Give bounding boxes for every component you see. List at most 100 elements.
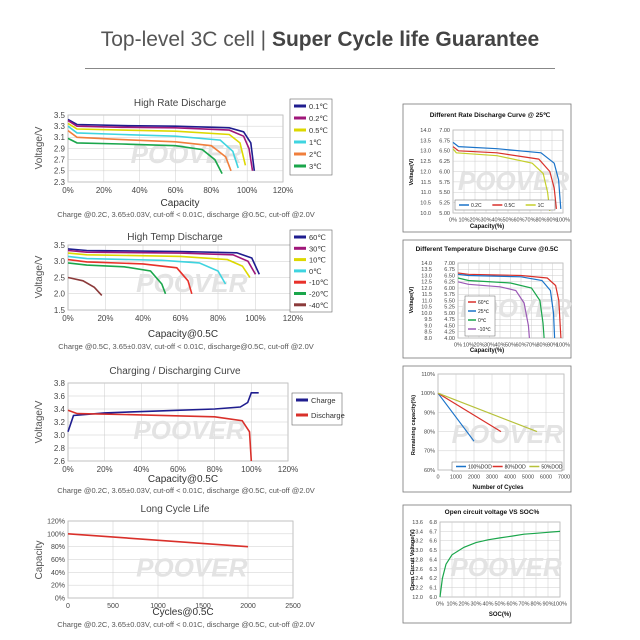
y-axis-label: Remaining capacity(%) <box>411 395 417 455</box>
y-tick-label: 5.50 <box>444 298 455 304</box>
y2-tick-label: 11.0 <box>422 298 432 304</box>
chart-title: Charging / Discharging Curve <box>109 366 241 377</box>
x-axis-label: Capacity <box>161 198 200 209</box>
series-line <box>437 392 538 433</box>
legend-frame <box>291 392 343 426</box>
y-tick-label: 3.1 <box>54 133 66 142</box>
y-tick-label: 110% <box>421 372 435 378</box>
series-line <box>67 249 257 275</box>
x-axis-label: Cycles@0.5C <box>152 607 213 618</box>
y2-tick-label: 12.5 <box>421 280 432 286</box>
chart-title: Different Temperature Discharge Curve @0… <box>416 246 559 253</box>
y2-tick-label: 12.0 <box>420 169 431 175</box>
y-tick-label: 4.50 <box>444 323 455 329</box>
series-line <box>67 122 247 166</box>
y2-tick-label: 13.0 <box>412 548 423 554</box>
y-tick-label: 4.75 <box>444 317 455 323</box>
y-tick-label: 3.3 <box>54 122 66 131</box>
y-axis-label: Voltage(V) <box>409 286 415 313</box>
y-tick-label: 2.8 <box>54 444 66 453</box>
x-tick-label: 2000 <box>240 603 256 610</box>
series-line <box>67 255 227 285</box>
x-tick-label: 20% <box>473 343 484 349</box>
y-tick-label: 20% <box>51 583 65 590</box>
x-tick-label: 120% <box>278 465 298 474</box>
y-tick-label: 6.75 <box>439 138 450 144</box>
series-line <box>67 409 253 462</box>
x-tick-label: 0% <box>449 218 457 224</box>
x-tick-label: 40% <box>133 465 149 474</box>
x-tick-label: 60% <box>167 186 183 195</box>
series-line <box>67 276 103 296</box>
y-tick-label: 5.00 <box>444 311 455 317</box>
y-tick-label: 6.5 <box>429 548 437 554</box>
x-tick-label: 80% <box>207 465 223 474</box>
legend-label: 50%DOD <box>541 465 563 471</box>
legend-label: 0℃ <box>478 318 487 324</box>
x-tick-label: 0% <box>454 343 462 349</box>
y-tick-label: 1.5 <box>54 306 66 315</box>
series-line <box>67 119 254 171</box>
series-line <box>452 141 562 209</box>
y-tick-label: 4.00 <box>444 336 455 342</box>
legend-label: 1C <box>538 203 545 209</box>
y2-tick-label: 8.0 <box>424 336 432 342</box>
x-tick-label: 60% <box>170 465 186 474</box>
y-tick-label: 6.4 <box>429 557 437 563</box>
chart-c6: POOVER7.006.756.506.256.005.755.505.255.… <box>402 239 572 359</box>
y-tick-label: 80% <box>51 544 65 551</box>
y2-tick-label: 12.4 <box>412 576 423 582</box>
x-tick-label: 0% <box>62 314 74 323</box>
series-line <box>67 252 251 278</box>
x-tick-label: 100% <box>241 465 261 474</box>
y-tick-label: 70% <box>424 449 435 455</box>
series-line <box>67 137 223 174</box>
chart-title: Different Rate Discharge Curve @ 25℃ <box>430 111 551 119</box>
y-tick-label: 6.00 <box>439 169 450 175</box>
y2-tick-label: 12.0 <box>412 595 423 601</box>
series-line <box>437 392 502 433</box>
y-tick-label: 2.5 <box>54 273 66 282</box>
y-tick-label: 6.7 <box>429 529 437 535</box>
y-axis-label: Voltage/V <box>34 126 45 169</box>
x-tick-label: 80% <box>536 343 547 349</box>
y-tick-label: 90% <box>424 410 435 416</box>
x-tick-label: 7000 <box>558 475 570 481</box>
x-tick-label: 30% <box>484 343 495 349</box>
legend-frame <box>289 98 333 176</box>
y-tick-label: 0% <box>55 595 65 602</box>
watermark-text: POOVER <box>450 552 561 582</box>
x-tick-label: 100% <box>245 314 265 323</box>
legend: 60℃ 25℃ 0℃ -10℃ <box>464 295 496 337</box>
y-tick-label: 5.25 <box>439 201 450 207</box>
x-tick-label: 120% <box>283 314 303 323</box>
y2-tick-label: 13.4 <box>412 529 423 535</box>
legend-label: 80%DOD <box>505 465 527 471</box>
x-axis-label: SOC(%) <box>489 612 511 618</box>
chart-note: Charge @0.5C, 3.65±0.03V, cut-off < 0.01… <box>58 342 314 351</box>
x-tick-label: 0 <box>436 475 439 481</box>
legend-label: 0.2C <box>471 203 482 209</box>
series-line <box>67 262 167 295</box>
y-tick-label: 80% <box>424 430 435 436</box>
x-tick-label: 6000 <box>540 475 552 481</box>
series-line <box>457 273 556 339</box>
y2-tick-label: 13.5 <box>420 138 431 144</box>
x-tick-label: 1500 <box>195 603 211 610</box>
x-tick-label: 10% <box>446 602 457 608</box>
series-line <box>457 277 545 339</box>
y2-tick-label: 9.5 <box>424 317 432 323</box>
x-tick-label: 4000 <box>504 475 516 481</box>
legend-label: 0℃ <box>309 267 322 276</box>
chart-c7: POOVER 110% 100% 90% 80% 70% 60%0 1000 2000 3000 4… <box>402 365 572 493</box>
y2-tick-label: 13.5 <box>421 267 432 273</box>
y2-tick-label: 11.0 <box>421 190 431 196</box>
legend-label: 3℃ <box>309 162 322 171</box>
series-line <box>452 146 557 209</box>
x-tick-label: 80% <box>203 186 219 195</box>
legend-label: 0.5℃ <box>309 126 328 135</box>
series-line <box>439 530 561 598</box>
y-tick-label: 6.00 <box>444 286 455 292</box>
series-line <box>452 148 551 211</box>
